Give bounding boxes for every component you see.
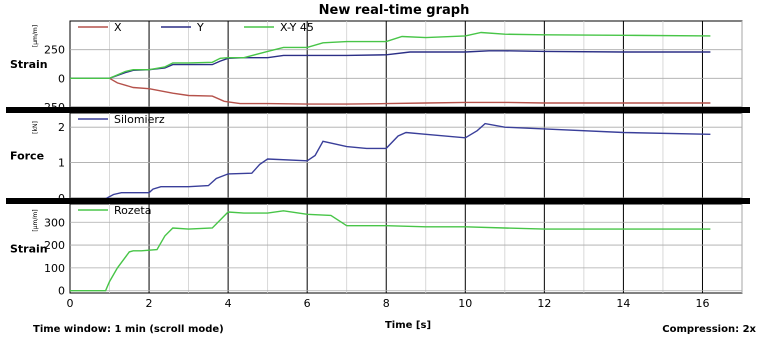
panel-force: 012Force[kN]Silomierz	[10, 112, 743, 205]
x-tick-label: 2	[146, 297, 153, 310]
series-line-x	[70, 77, 711, 105]
time-window-status: Time window: 1 min (scroll mode)	[33, 324, 224, 335]
y-tick-label: 250	[44, 44, 65, 57]
legend-entry: Silomierz	[114, 113, 165, 126]
y-axis-label: Force	[10, 150, 44, 163]
panel-strain-xy: -2500250Strain[μm/m]XYX-Y 45	[10, 20, 743, 114]
x-tick-label: 0	[67, 297, 74, 310]
y-tick-label: 200	[44, 239, 65, 252]
legend-entry: X	[114, 21, 122, 34]
plot-area	[69, 203, 743, 294]
series-line-silomierz	[70, 122, 711, 200]
legend-entry: X-Y 45	[280, 21, 314, 34]
y-axis-label: Strain	[10, 58, 48, 71]
legend-entry: Y	[196, 21, 204, 34]
x-tick-label: 12	[537, 297, 551, 310]
series-line-x-y-45	[70, 31, 711, 80]
x-tick-label: 6	[304, 297, 311, 310]
x-tick-label: 16	[695, 297, 709, 310]
y-axis-label: Strain	[10, 243, 48, 256]
panel-separator	[6, 198, 750, 204]
panel-separator	[6, 107, 750, 113]
y-axis-unit: [μm/m]	[32, 209, 39, 231]
plot-area	[69, 112, 743, 199]
y-tick-label: 0	[58, 285, 65, 298]
legend-entry: Rozeta	[114, 204, 151, 217]
y-tick-label: 1	[58, 157, 65, 170]
y-tick-label: 100	[44, 262, 65, 275]
x-tick-label: 10	[458, 297, 472, 310]
y-tick-label: 300	[44, 216, 65, 229]
x-axis-label: Time [s]	[385, 320, 431, 331]
x-tick-label: 8	[383, 297, 390, 310]
y-tick-label: 0	[58, 72, 65, 85]
y-axis-unit: [μm/m]	[32, 25, 39, 47]
y-tick-label: 2	[58, 121, 65, 134]
compression-status: Compression: 2x	[662, 324, 756, 335]
graph-title: New real-time graph	[319, 3, 470, 18]
x-tick-label: 14	[616, 297, 630, 310]
y-axis-unit: [kN]	[32, 121, 39, 134]
series-line-rozeta	[70, 210, 711, 292]
panel-strain-rozeta: 0 100 200 300 Strain [μm/m] Rozeta 0 2 4 6 8 10 12 14 1…	[10, 203, 743, 310]
x-tick-label: 4	[225, 297, 232, 310]
